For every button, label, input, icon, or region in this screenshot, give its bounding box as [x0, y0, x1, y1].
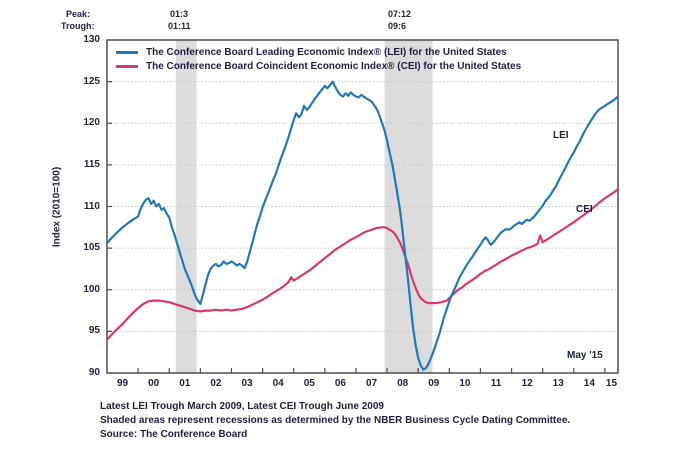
y-tick-label: 115: [83, 158, 100, 170]
footnote-troughs: Latest LEI Trough March 2009, Latest CEI…: [100, 401, 384, 412]
cei-series-line: [105, 187, 620, 341]
x-tick-label: 06: [334, 378, 346, 389]
y-tick-label: 95: [88, 325, 100, 337]
x-tick-label: 10: [459, 378, 471, 389]
lei-line-swatch-icon: [116, 50, 138, 54]
x-tick-label: 11: [490, 378, 502, 389]
cei-legend-label: The Conference Board Coincident Economic…: [146, 60, 522, 72]
recession2-peak-date: 07:12: [388, 9, 412, 19]
last-data-point-label: May '15: [567, 350, 603, 361]
recession2-trough-date: 09:6: [388, 21, 407, 31]
legend-item-cei: The Conference Board Coincident Economic…: [116, 59, 521, 73]
legend-item-lei: The Conference Board Leading Economic In…: [116, 45, 507, 59]
recession1-trough-date: 01:11: [168, 21, 191, 31]
x-tick-label: 14: [583, 378, 595, 389]
x-tick-label: 08: [397, 378, 409, 389]
cei-series-label: CEI: [576, 204, 593, 215]
y-tick-label: 130: [83, 34, 100, 45]
y-tick-label: 90: [88, 367, 100, 378]
footnote-source: Source: The Conference Board: [100, 429, 248, 440]
x-tick-label: 15: [605, 378, 618, 389]
recession1-peak-date: 01:3: [170, 9, 189, 19]
lei-series-line: [105, 80, 620, 371]
x-tick-label: 09: [428, 378, 440, 389]
x-tick-label: 07: [365, 378, 378, 389]
y-tick-label: 110: [83, 200, 100, 212]
x-tick-label: 00: [148, 378, 160, 389]
x-tick-label: 05: [303, 378, 315, 389]
y-tick-label: 105: [83, 242, 100, 254]
y-tick-label: 125: [83, 75, 100, 87]
trough-row-label: Trough:: [61, 21, 95, 31]
cei-line-swatch-icon: [116, 64, 138, 68]
lei-legend-label: The Conference Board Leading Economic In…: [146, 46, 507, 58]
footnote-recessions: Shaded areas represent recessions as det…: [100, 415, 571, 426]
x-tick-label: 03: [241, 378, 253, 389]
x-tick-label: 02: [210, 378, 222, 389]
x-tick-label: 12: [521, 378, 533, 389]
peak-row-label: Peak:: [66, 9, 91, 19]
lei-series-label: LEI: [553, 130, 569, 141]
recession-band: [175, 40, 197, 373]
x-tick-label: 01: [179, 378, 191, 389]
y-tick-label: 120: [83, 117, 100, 129]
x-tick-label: 99: [116, 378, 129, 389]
x-tick-label: 13: [552, 378, 564, 389]
y-tick-label: 100: [83, 283, 100, 295]
x-tick-label: 04: [272, 378, 284, 389]
